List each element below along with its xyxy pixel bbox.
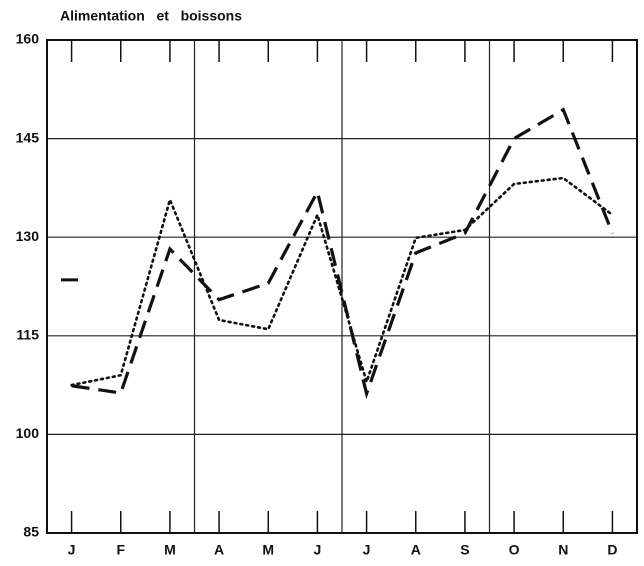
x-tick-label: A [214, 542, 224, 558]
x-tick-label: M [262, 542, 274, 558]
x-tick-label: J [314, 542, 322, 558]
x-tick-label: O [509, 542, 520, 558]
y-tick-label: 85 [23, 524, 39, 540]
y-tick-label: 145 [16, 129, 40, 145]
series-line [70, 176, 614, 387]
y-tick-label: 100 [16, 425, 40, 441]
x-tick-label: J [68, 542, 76, 558]
x-tick-label: A [411, 542, 421, 558]
series-line [71, 107, 614, 400]
y-tick-label: 130 [16, 228, 40, 244]
x-tick-label: D [607, 542, 617, 558]
chart-title: Alimentation et boissons [60, 8, 242, 24]
y-tick-label: 115 [16, 327, 39, 343]
x-tick-label: F [116, 542, 125, 558]
y-tick-label: 160 [16, 31, 40, 47]
x-tick-label: J [363, 542, 371, 558]
x-tick-label: S [460, 542, 469, 558]
x-tick-label: M [164, 542, 176, 558]
x-tick-label: N [558, 542, 568, 558]
